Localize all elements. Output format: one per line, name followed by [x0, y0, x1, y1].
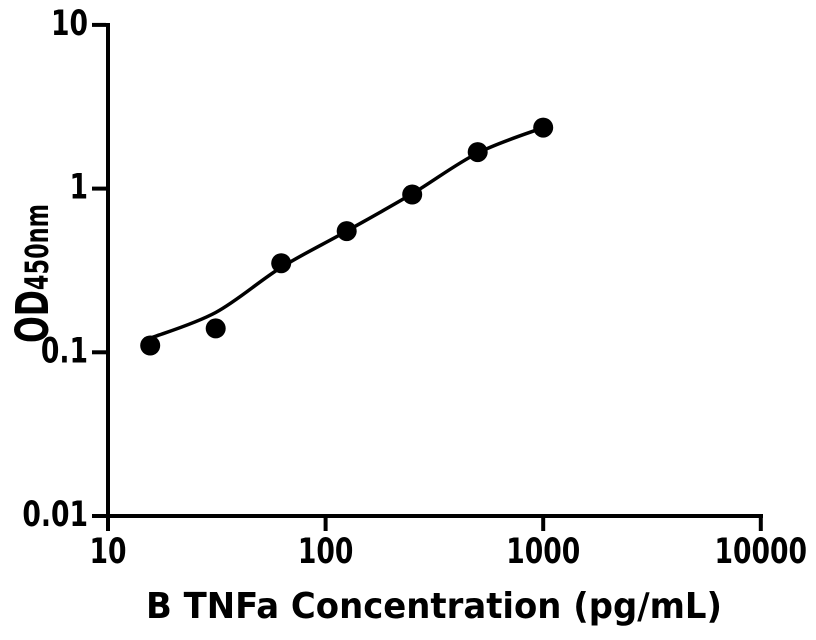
- tick-label-layer: 0.01 0.1 1 10 10 100 1000 10000: [22, 3, 807, 572]
- data-point-layer: [140, 117, 554, 356]
- y-tick-label-0.01: 0.01: [22, 494, 88, 535]
- data-point-4: [336, 221, 357, 242]
- y-axis-title-subscript: 450nm: [18, 204, 56, 290]
- data-point-7: [533, 117, 554, 138]
- x-tick-label-10: 10: [89, 531, 126, 572]
- y-tick-label-0.1: 0.1: [41, 331, 88, 372]
- x-axis-title: B TNFa Concentration (pg/mL): [146, 586, 722, 627]
- y-tick-label-1: 1: [69, 167, 88, 208]
- y-axis-title-main: OD: [7, 290, 59, 343]
- data-point-5: [402, 184, 423, 205]
- y-axis-title: OD450nm: [7, 204, 59, 343]
- svg-text:OD450nm: OD450nm: [7, 204, 59, 343]
- y-tick-label-10: 10: [51, 3, 88, 44]
- data-point-2: [205, 318, 226, 339]
- data-point-3: [271, 253, 292, 274]
- x-tick-label-1000: 1000: [506, 531, 580, 572]
- data-point-1: [140, 335, 161, 356]
- x-tick-label-10000: 10000: [715, 531, 808, 572]
- data-point-6: [467, 142, 488, 163]
- x-tick-label-100: 100: [298, 531, 354, 572]
- axis-layer: [92, 22, 763, 531]
